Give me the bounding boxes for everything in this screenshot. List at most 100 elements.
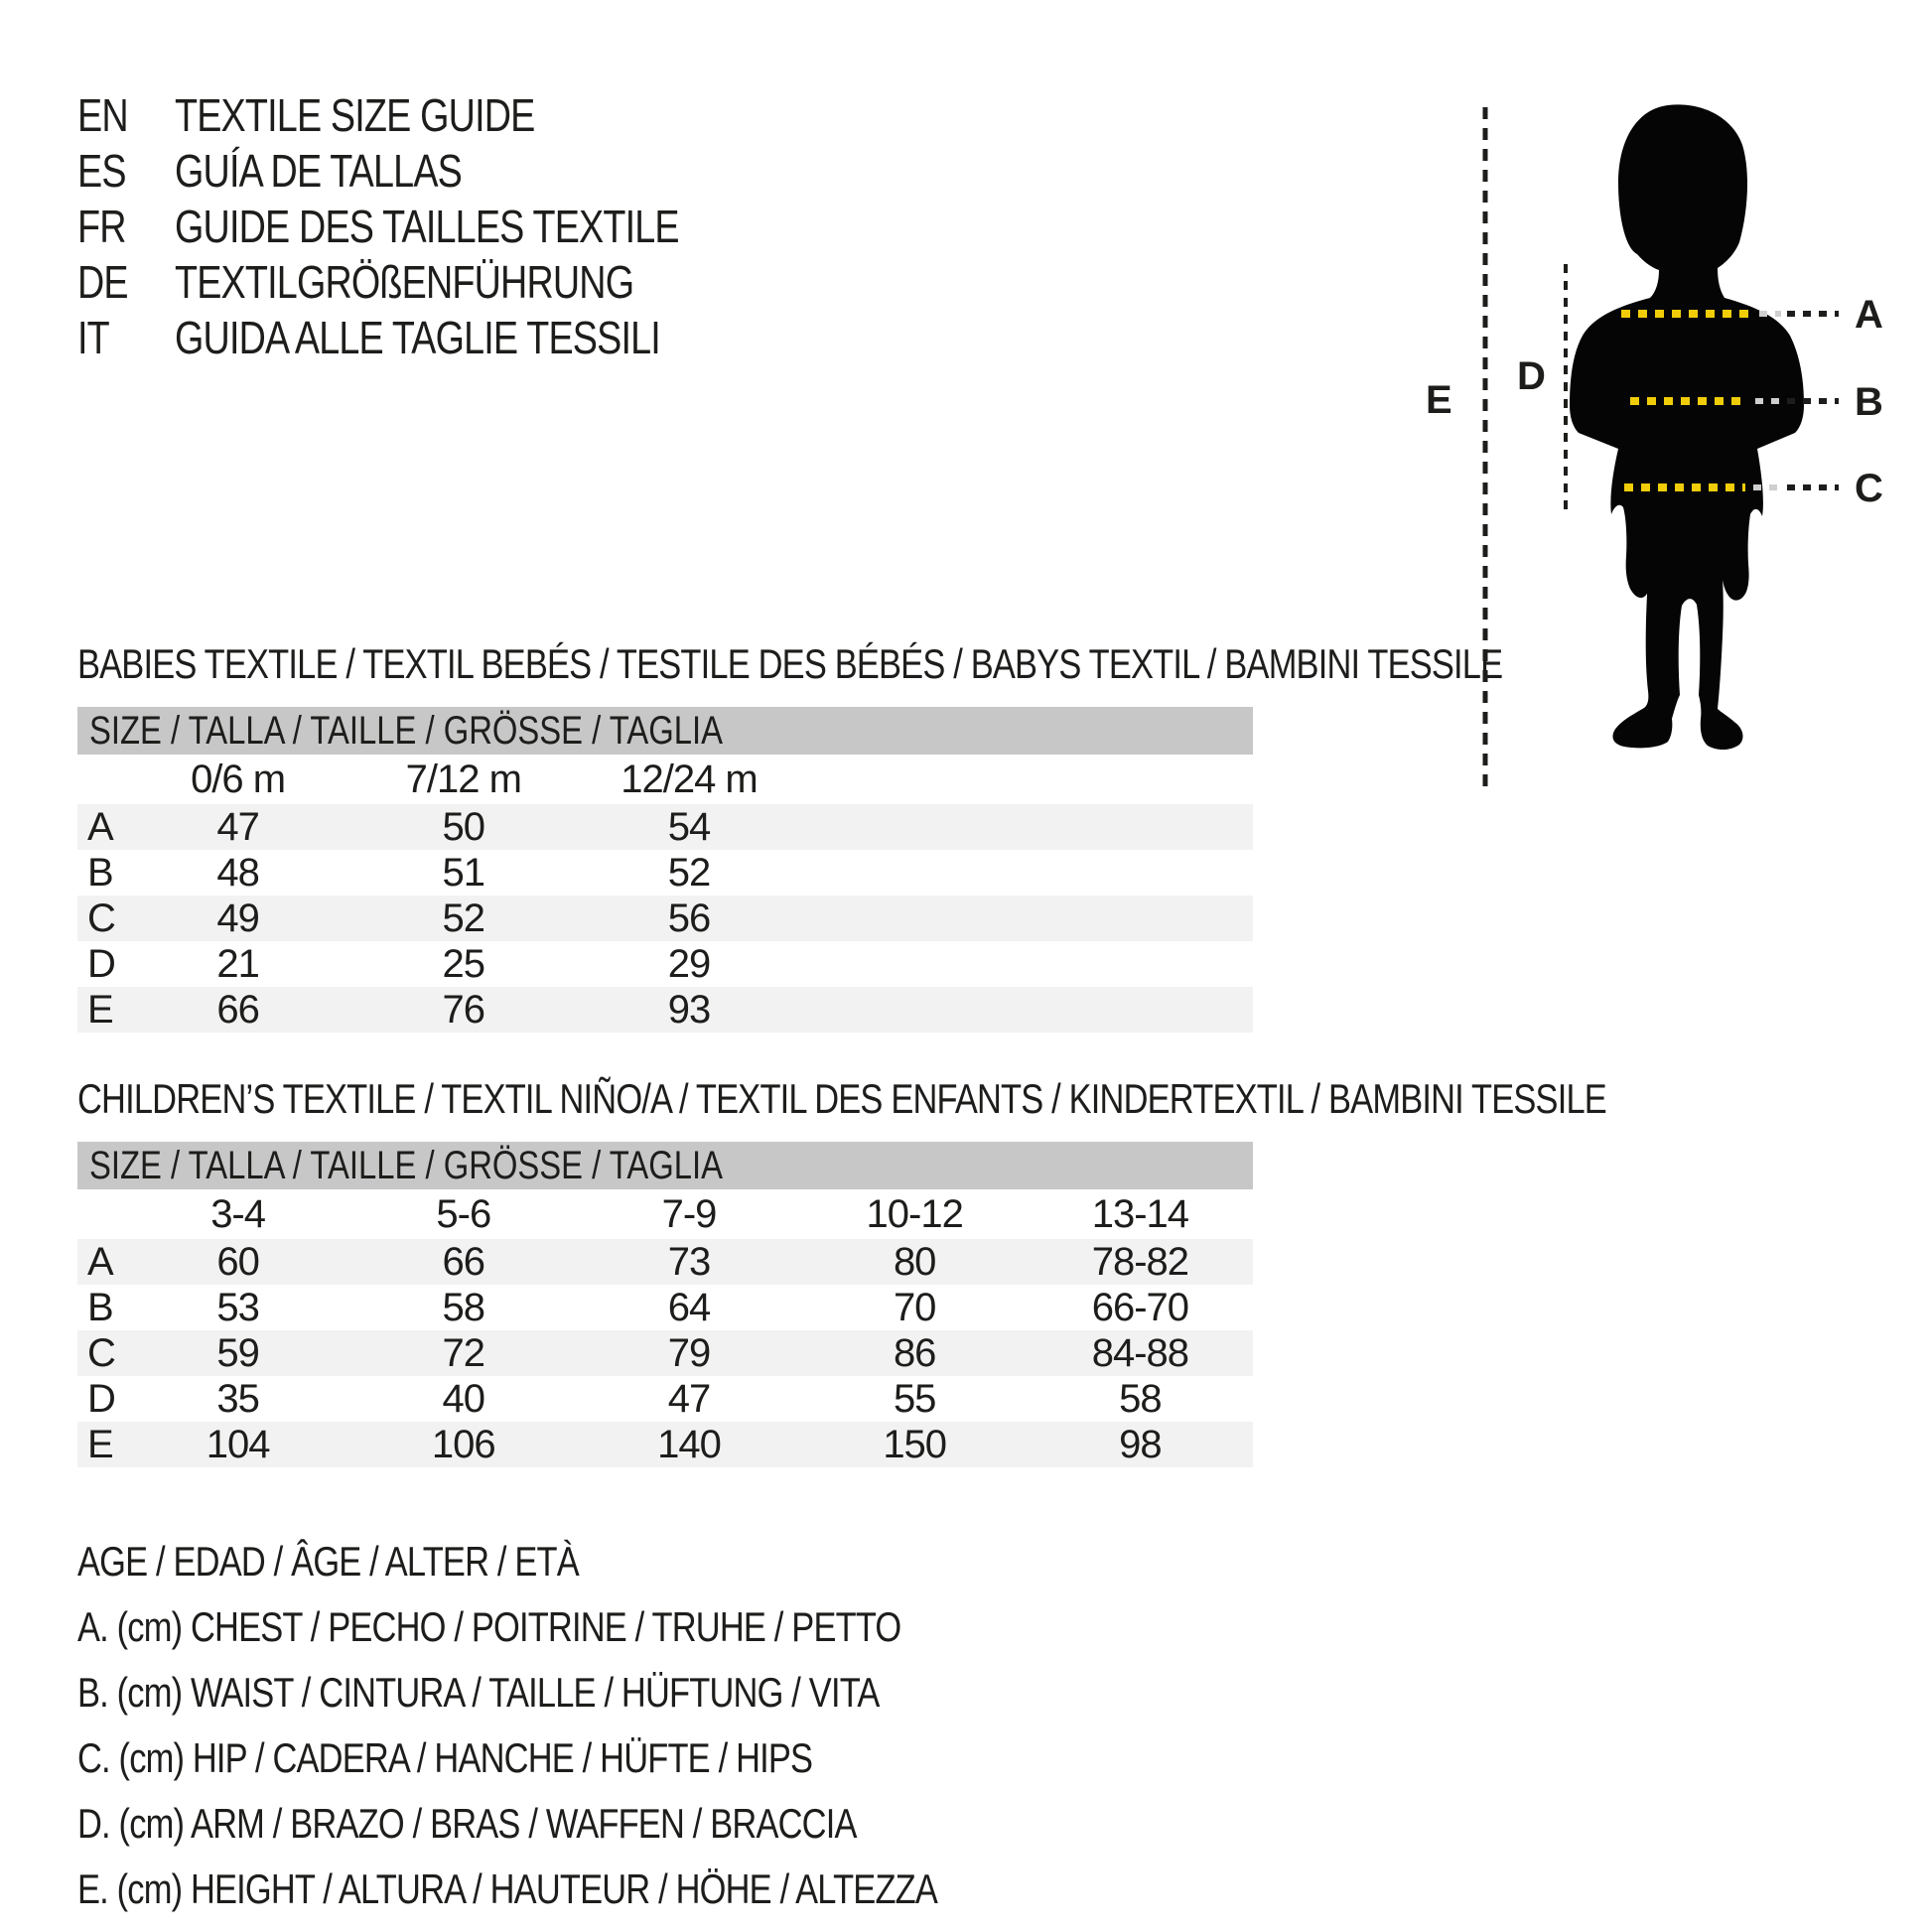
column-header: 0/6 m (191, 758, 286, 801)
size-value: 106 (431, 1423, 496, 1466)
row-label: C (87, 897, 116, 940)
column-header: 7-9 (661, 1192, 718, 1236)
page-title-en: TEXTILE SIZE GUIDE (175, 89, 535, 141)
size-value: 51 (442, 851, 486, 895)
size-value: 86 (893, 1331, 937, 1375)
size-value: 56 (667, 897, 712, 940)
size-value: 60 (216, 1240, 260, 1284)
language-code: ES (77, 145, 127, 197)
babies-size-header-bar: SIZE / TALLA / TAILLE / GRÖSSE / TAGLIA (77, 707, 1253, 755)
size-value: 66 (442, 1240, 486, 1284)
table-row-a: A 47 50 54 (77, 804, 1253, 850)
row-label: E (87, 1423, 114, 1466)
size-value: 54 (667, 805, 712, 849)
column-header: 7/12 m (405, 758, 522, 801)
measurement-legend: AGE / EDAD / ÂGE / ALTER / ETÀ A. (cm) C… (77, 1529, 1126, 1922)
language-row-en: EN TEXTILE SIZE GUIDE (77, 87, 789, 143)
children-size-header-bar: SIZE / TALLA / TAILLE / GRÖSSE / TAGLIA (77, 1142, 1253, 1189)
size-value: 150 (883, 1423, 947, 1466)
language-code: FR (77, 201, 126, 252)
language-row-es: ES GUÍA DE TALLAS (77, 143, 789, 199)
size-value: 72 (442, 1331, 486, 1375)
size-value: 104 (206, 1423, 271, 1466)
legend-hip-line: C. (cm) HIP / CADERA / HANCHE / HÜFTE / … (77, 1734, 813, 1781)
size-value: 78-82 (1091, 1240, 1189, 1284)
language-code: DE (77, 256, 129, 308)
row-label: C (87, 1331, 116, 1375)
table-row-e: E 104 106 140 150 98 (77, 1422, 1253, 1467)
column-header: 3-4 (210, 1192, 266, 1236)
legend-chest-line: A. (cm) CHEST / PECHO / POITRINE / TRUHE… (77, 1603, 901, 1650)
column-header: 10-12 (866, 1192, 964, 1236)
table-row-c: C 49 52 56 (77, 896, 1253, 941)
measure-label-c: C (1855, 467, 1883, 510)
size-value: 76 (442, 988, 486, 1032)
measure-label-e: E (1426, 378, 1452, 422)
babies-column-header-row: 0/6 m 7/12 m 12/24 m (77, 755, 1253, 804)
size-value: 79 (667, 1331, 712, 1375)
page-title-fr: GUIDE DES TAILLES TEXTILE (175, 201, 680, 252)
size-value: 53 (216, 1286, 260, 1329)
measure-label-d: D (1517, 354, 1546, 398)
size-value: 40 (442, 1377, 486, 1421)
size-value: 48 (216, 851, 260, 895)
table-row-c: C 59 72 79 86 84-88 (77, 1330, 1253, 1376)
size-value (802, 941, 1028, 987)
language-row-fr: FR GUIDE DES TAILLES TEXTILE (77, 199, 789, 254)
size-value: 64 (667, 1286, 712, 1329)
babies-size-table: SIZE / TALLA / TAILLE / GRÖSSE / TAGLIA … (77, 707, 1253, 1033)
row-label: A (87, 1240, 114, 1284)
row-label: E (87, 988, 114, 1032)
measure-label-b: B (1855, 380, 1883, 424)
size-value: 80 (893, 1240, 937, 1284)
row-label: D (87, 942, 116, 986)
corner-cell (77, 755, 125, 804)
size-value: 59 (216, 1331, 260, 1375)
size-value: 47 (216, 805, 260, 849)
size-value: 25 (442, 942, 486, 986)
table-row-e: E 66 76 93 (77, 987, 1253, 1033)
legend-arm-line: D. (cm) ARM / BRAZO / BRAS / WAFFEN / BR… (77, 1800, 857, 1847)
babies-section-heading: BABIES TEXTILE / TEXTIL BEBÉS / TESTILE … (77, 640, 1503, 687)
row-label: B (87, 851, 114, 895)
size-value (1028, 941, 1253, 987)
size-value: 52 (667, 851, 712, 895)
size-value: 73 (667, 1240, 712, 1284)
size-value: 52 (442, 897, 486, 940)
size-value: 29 (667, 942, 712, 986)
size-value (1028, 804, 1253, 850)
size-value: 70 (893, 1286, 937, 1329)
size-value: 21 (216, 942, 260, 986)
column-header: 13-14 (1091, 1192, 1189, 1236)
language-title-block: EN TEXTILE SIZE GUIDE ES GUÍA DE TALLAS … (77, 87, 789, 365)
children-section-heading: CHILDREN’S TEXTILE / TEXTIL NIÑO/A / TEX… (77, 1075, 1607, 1122)
size-value (802, 804, 1028, 850)
page-title-it: GUIDA ALLE TAGLIE TESSILI (175, 312, 661, 363)
table-row-a: A 60 66 73 80 78-82 (77, 1239, 1253, 1285)
corner-cell (77, 1189, 125, 1239)
page-title-es: GUÍA DE TALLAS (175, 145, 463, 197)
size-value: 66-70 (1091, 1286, 1189, 1329)
page-title-de: TEXTILGRÖßENFÜHRUNG (175, 256, 634, 308)
size-value: 47 (667, 1377, 712, 1421)
language-code: IT (77, 312, 110, 363)
size-value (802, 850, 1028, 896)
child-silhouette-icon (1570, 104, 1804, 751)
size-value (802, 896, 1028, 941)
size-value (1028, 850, 1253, 896)
column-header: 12/24 m (621, 758, 759, 801)
size-value (1028, 987, 1253, 1033)
language-row-it: IT GUIDA ALLE TAGLIE TESSILI (77, 310, 789, 365)
measurement-diagram: A B C D E (1370, 60, 1932, 824)
legend-age-line: AGE / EDAD / ÂGE / ALTER / ETÀ (77, 1538, 580, 1585)
row-label: B (87, 1286, 114, 1329)
size-value: 35 (216, 1377, 260, 1421)
size-value: 49 (216, 897, 260, 940)
column-header (1028, 755, 1253, 804)
size-value: 58 (442, 1286, 486, 1329)
table-row-b: B 48 51 52 (77, 850, 1253, 896)
language-code: EN (77, 89, 129, 141)
language-row-de: DE TEXTILGRÖßENFÜHRUNG (77, 254, 789, 310)
row-label: A (87, 805, 114, 849)
size-value: 58 (1119, 1377, 1163, 1421)
